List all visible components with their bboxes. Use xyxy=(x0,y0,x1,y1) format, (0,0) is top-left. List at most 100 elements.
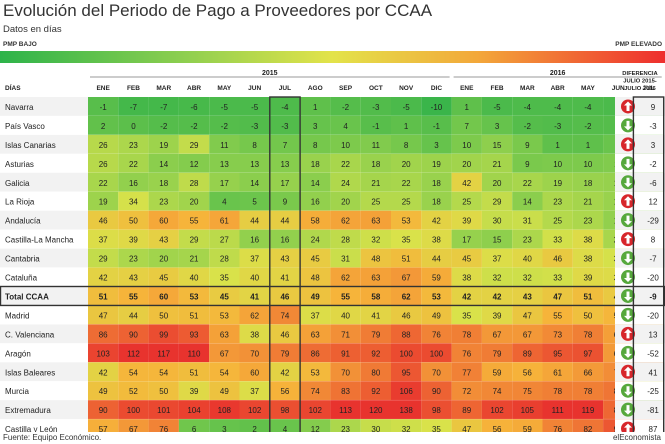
heatmap-cell xyxy=(542,229,573,249)
heatmap-cell xyxy=(209,400,240,420)
cell-value: 59 xyxy=(523,425,532,432)
cell-value: -4 xyxy=(584,103,592,112)
cell-value: -2 xyxy=(160,122,168,131)
heatmap-cell xyxy=(178,248,210,268)
heatmap-cell xyxy=(391,343,422,363)
heatmap-cell xyxy=(330,115,361,135)
heatmap-cell xyxy=(360,248,391,268)
heatmap-cell xyxy=(209,305,240,325)
cell-value: 79 xyxy=(371,330,380,339)
heatmap-cell xyxy=(178,400,210,420)
heatmap-cell xyxy=(421,400,452,420)
arrow-glyph xyxy=(624,291,632,301)
cell-value: 35 xyxy=(220,274,229,283)
cell-value: 74 xyxy=(493,387,502,396)
cell-value: 42 xyxy=(462,292,471,301)
heatmap-cell xyxy=(481,267,513,287)
heatmap-cell xyxy=(512,305,543,325)
cell-value: 11 xyxy=(220,141,229,150)
heatmap-cell xyxy=(391,115,422,135)
legend-high-label: PMP ELEVADO xyxy=(615,41,662,48)
heatmap-cell xyxy=(300,324,331,344)
month-header: JUL xyxy=(279,85,291,92)
cell-value: 78 xyxy=(583,387,592,396)
heatmap-cell xyxy=(239,248,270,268)
row-label: Extremadura xyxy=(5,406,51,415)
cell-value: 11 xyxy=(372,141,381,150)
heatmap-cell xyxy=(421,381,452,401)
cell-value: 62 xyxy=(341,274,350,283)
month-header: JUL xyxy=(642,85,654,92)
diff-value: -2 xyxy=(649,160,657,169)
cell-value: 82 xyxy=(583,425,592,432)
cell-value: 15 xyxy=(493,236,502,245)
cell-value: 23 xyxy=(553,198,562,207)
cell-value: 46 xyxy=(553,255,562,264)
cell-value: 1 xyxy=(404,122,409,131)
row-label: C. Valenciana xyxy=(5,330,55,339)
heatmap-cell xyxy=(209,115,240,135)
heatmap-cell xyxy=(269,286,301,306)
row-label: Islas Baleares xyxy=(5,368,55,377)
cell-value: 22 xyxy=(402,179,411,188)
heatmap-cell xyxy=(542,324,573,344)
heatmap-cell xyxy=(481,210,513,230)
heatmap-cell xyxy=(88,134,119,154)
cell-value: 42 xyxy=(493,292,502,301)
cell-value: 50 xyxy=(129,217,138,226)
heatmap-cell xyxy=(451,267,482,287)
cell-value: 14 xyxy=(159,160,168,169)
cell-value: 57 xyxy=(99,425,108,432)
cell-value: 48 xyxy=(311,274,320,283)
arrow-glyph xyxy=(624,405,632,415)
cell-value: 29 xyxy=(493,198,502,207)
heatmap-cell xyxy=(330,267,361,287)
cell-value: 90 xyxy=(432,387,441,396)
cell-value: 88 xyxy=(402,330,411,339)
heatmap-cell xyxy=(269,134,301,154)
heatmap-cell xyxy=(451,400,482,420)
heatmap-cell xyxy=(300,153,331,173)
cell-value: 34 xyxy=(129,198,138,207)
row-label-bg xyxy=(0,419,88,432)
heatmap-cell xyxy=(269,419,301,432)
diff-value: -81 xyxy=(647,406,659,415)
heatmap-cell xyxy=(300,305,331,325)
cell-value: 53 xyxy=(220,311,229,320)
heatmap-cell xyxy=(391,305,422,325)
heatmap-cell xyxy=(360,286,391,306)
heatmap-cell xyxy=(118,134,149,154)
heatmap-cell xyxy=(118,172,149,192)
cell-value: 2 xyxy=(101,122,106,131)
arrow-glyph xyxy=(624,386,632,396)
cell-value: 0 xyxy=(131,122,136,131)
cell-value: 23 xyxy=(583,217,592,226)
cell-value: 9 xyxy=(283,198,288,207)
heatmap-cell xyxy=(391,324,422,344)
heatmap-cell xyxy=(178,229,210,249)
heatmap-cell xyxy=(330,400,361,420)
cell-value: 99 xyxy=(159,330,168,339)
heatmap-cell xyxy=(481,115,513,135)
heatmap-cell xyxy=(118,115,149,135)
heatmap-cell xyxy=(148,305,179,325)
arrow-glyph xyxy=(624,253,632,264)
cell-value: 47 xyxy=(462,425,471,432)
heatmap-cell xyxy=(148,97,179,116)
chart-subtitle: Datos en días xyxy=(3,24,62,35)
heatmap-cell xyxy=(481,343,513,363)
heatmap-cell xyxy=(572,172,604,192)
cell-value: 10 xyxy=(553,160,562,169)
cell-value: 60 xyxy=(250,368,259,377)
heatmap-cell xyxy=(542,343,573,363)
heatmap-cell xyxy=(360,134,391,154)
cell-value: 55 xyxy=(341,292,350,301)
month-header: ENE xyxy=(96,85,110,92)
cell-value: 70 xyxy=(432,368,441,377)
cell-value: 95 xyxy=(553,349,562,358)
heatmap-cell xyxy=(118,210,149,230)
cell-value: 41 xyxy=(250,292,259,301)
cell-value: 104 xyxy=(187,406,201,415)
heatmap-cell xyxy=(421,305,452,325)
heatmap-cell xyxy=(512,400,543,420)
